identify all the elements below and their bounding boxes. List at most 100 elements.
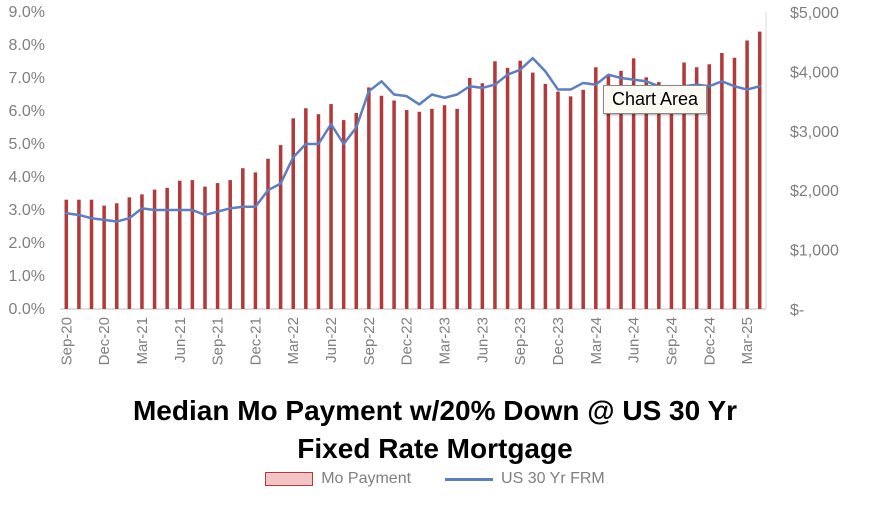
x-tick-label: Dec-23 xyxy=(550,317,567,365)
x-tick-label: Jun-24 xyxy=(626,317,643,363)
bar-Aug-24 xyxy=(657,82,661,309)
bar-Nov-20 xyxy=(89,199,94,309)
bar-Jan-24 xyxy=(568,96,573,309)
bar-Mar-25 xyxy=(745,40,749,309)
legend-item-frm: US 30 Yr FRM xyxy=(445,470,605,488)
bar-Oct-20 xyxy=(77,199,81,309)
chart-axes xyxy=(60,12,767,310)
bar-Feb-25 xyxy=(732,57,737,309)
bar-Mar-24 xyxy=(594,67,598,310)
bar-Oct-21 xyxy=(228,180,232,309)
chart-title: Median Mo Payment w/20% Down @ US 30 Yr … xyxy=(0,392,870,468)
chart-title-line-2: Fixed Rate Mortgage xyxy=(297,433,573,464)
x-tick-label: Sep-21 xyxy=(210,317,227,365)
bar-Jan-21 xyxy=(114,203,119,309)
line-series xyxy=(65,56,761,223)
chart-legend: Mo Payment US 30 Yr FRM xyxy=(0,470,870,488)
frm-line xyxy=(65,56,761,223)
right-tick-label: $1,000 xyxy=(790,243,839,260)
bar-Jul-21 xyxy=(190,180,195,309)
chart-area-tooltip: Chart Area xyxy=(603,85,708,114)
bar-May-21 xyxy=(165,187,169,309)
bar-Jan-23 xyxy=(417,111,422,309)
x-tick-label: Dec-20 xyxy=(96,317,113,365)
right-tick-label: $5,000 xyxy=(790,5,839,22)
bar-Nov-21 xyxy=(241,168,245,309)
bar-Mar-22 xyxy=(291,118,295,309)
left-tick-label: 6.0% xyxy=(9,103,45,120)
bar-Nov-22 xyxy=(392,100,396,309)
bar-Sep-22 xyxy=(367,87,371,309)
left-tick-label: 8.0% xyxy=(9,37,45,54)
bar-Feb-24 xyxy=(581,89,585,309)
left-tick-label: 4.0% xyxy=(9,169,45,186)
bar-Mar-23 xyxy=(442,105,447,309)
x-tick-label: Sep-22 xyxy=(361,317,378,365)
bar-Mar-21 xyxy=(140,194,144,309)
bar-Apr-21 xyxy=(152,189,157,309)
left-axis-ticks: 0.0% 1.0% 2.0% 3.0% 4.0% 5.0% 6.0% 7.0% 8.0% 9.0% xyxy=(9,4,45,318)
bar-Aug-23 xyxy=(505,67,510,309)
x-tick-label: Mar-25 xyxy=(739,317,756,365)
bar-Dec-22 xyxy=(404,110,409,309)
x-tick-label: Dec-22 xyxy=(399,317,416,365)
bar-Sep-20 xyxy=(64,199,69,309)
bar-May-24 xyxy=(619,70,623,309)
bar-Jun-23 xyxy=(480,83,485,309)
bar-swatch-icon xyxy=(265,472,314,486)
right-tick-label: $- xyxy=(790,302,804,319)
bar-May-23 xyxy=(467,77,472,310)
bar-Jul-23 xyxy=(493,61,497,309)
bar-Dec-21 xyxy=(253,172,258,309)
chart-canvas[interactable]: 0.0% 1.0% 2.0% 3.0% 4.0% 5.0% 6.0% 7.0% 8.0% 9.0%… xyxy=(0,0,870,400)
bar-Sep-23 xyxy=(518,60,522,310)
line-swatch-icon xyxy=(445,477,494,481)
bar-Feb-22 xyxy=(278,145,283,309)
bar-Jun-21 xyxy=(178,180,182,309)
x-tick-label: Jun-23 xyxy=(474,317,491,363)
bar-Aug-22 xyxy=(354,112,359,309)
right-tick-label: $2,000 xyxy=(790,183,839,200)
bar-Dec-24 xyxy=(707,64,712,310)
bar-May-22 xyxy=(316,114,321,309)
left-tick-label: 5.0% xyxy=(9,136,45,153)
bar-Nov-24 xyxy=(694,67,699,310)
bar-Feb-23 xyxy=(430,108,434,309)
x-tick-label: Dec-24 xyxy=(701,317,718,365)
x-tick-label: Sep-23 xyxy=(512,317,529,365)
x-tick-label: Mar-24 xyxy=(588,317,605,365)
x-tick-label: Mar-23 xyxy=(437,317,454,365)
bar-Oct-22 xyxy=(379,95,384,309)
bar-Jul-24 xyxy=(644,77,648,309)
left-tick-label: 9.0% xyxy=(9,4,45,21)
left-tick-label: 1.0% xyxy=(9,268,45,285)
legend-label-frm: US 30 Yr FRM xyxy=(501,470,605,487)
right-axis-ticks: $- $1,000 $2,000 $3,000 $4,000 $5,000 xyxy=(790,5,839,319)
bar-Aug-21 xyxy=(203,186,207,309)
legend-item-mo-payment: Mo Payment xyxy=(265,470,411,488)
left-tick-label: 0.0% xyxy=(9,301,45,318)
right-tick-label: $4,000 xyxy=(790,64,839,81)
bar-Dec-23 xyxy=(556,91,560,309)
x-tick-label: Sep-24 xyxy=(663,317,680,365)
bar-Jun-24 xyxy=(631,58,636,309)
bar-Apr-25 xyxy=(757,31,762,309)
bar-Oct-24 xyxy=(682,62,686,309)
x-axis-ticks: Sep-20 Dec-20 Mar-21 Jun-21 Sep-21 Dec-21 Mar-… xyxy=(58,317,756,365)
bar-Apr-22 xyxy=(304,108,308,309)
chart-title-line-1: Median Mo Payment w/20% Down @ US 30 Yr xyxy=(132,395,738,426)
x-tick-label: Jun-21 xyxy=(172,317,189,363)
x-tick-label: Dec-21 xyxy=(247,317,264,365)
x-tick-label: Mar-22 xyxy=(285,317,302,365)
left-tick-label: 3.0% xyxy=(9,202,45,219)
bar-Jan-22 xyxy=(266,158,270,309)
legend-label-mo-payment: Mo Payment xyxy=(321,470,412,487)
bar-Sep-24 xyxy=(669,88,674,309)
right-tick-label: $3,000 xyxy=(790,124,839,141)
bar-Dec-20 xyxy=(102,205,106,309)
x-tick-label: Jun-22 xyxy=(323,317,340,363)
left-tick-label: 2.0% xyxy=(9,235,45,252)
bar-series xyxy=(64,31,762,310)
bar-Nov-23 xyxy=(543,83,548,310)
bar-Jul-22 xyxy=(341,120,346,309)
